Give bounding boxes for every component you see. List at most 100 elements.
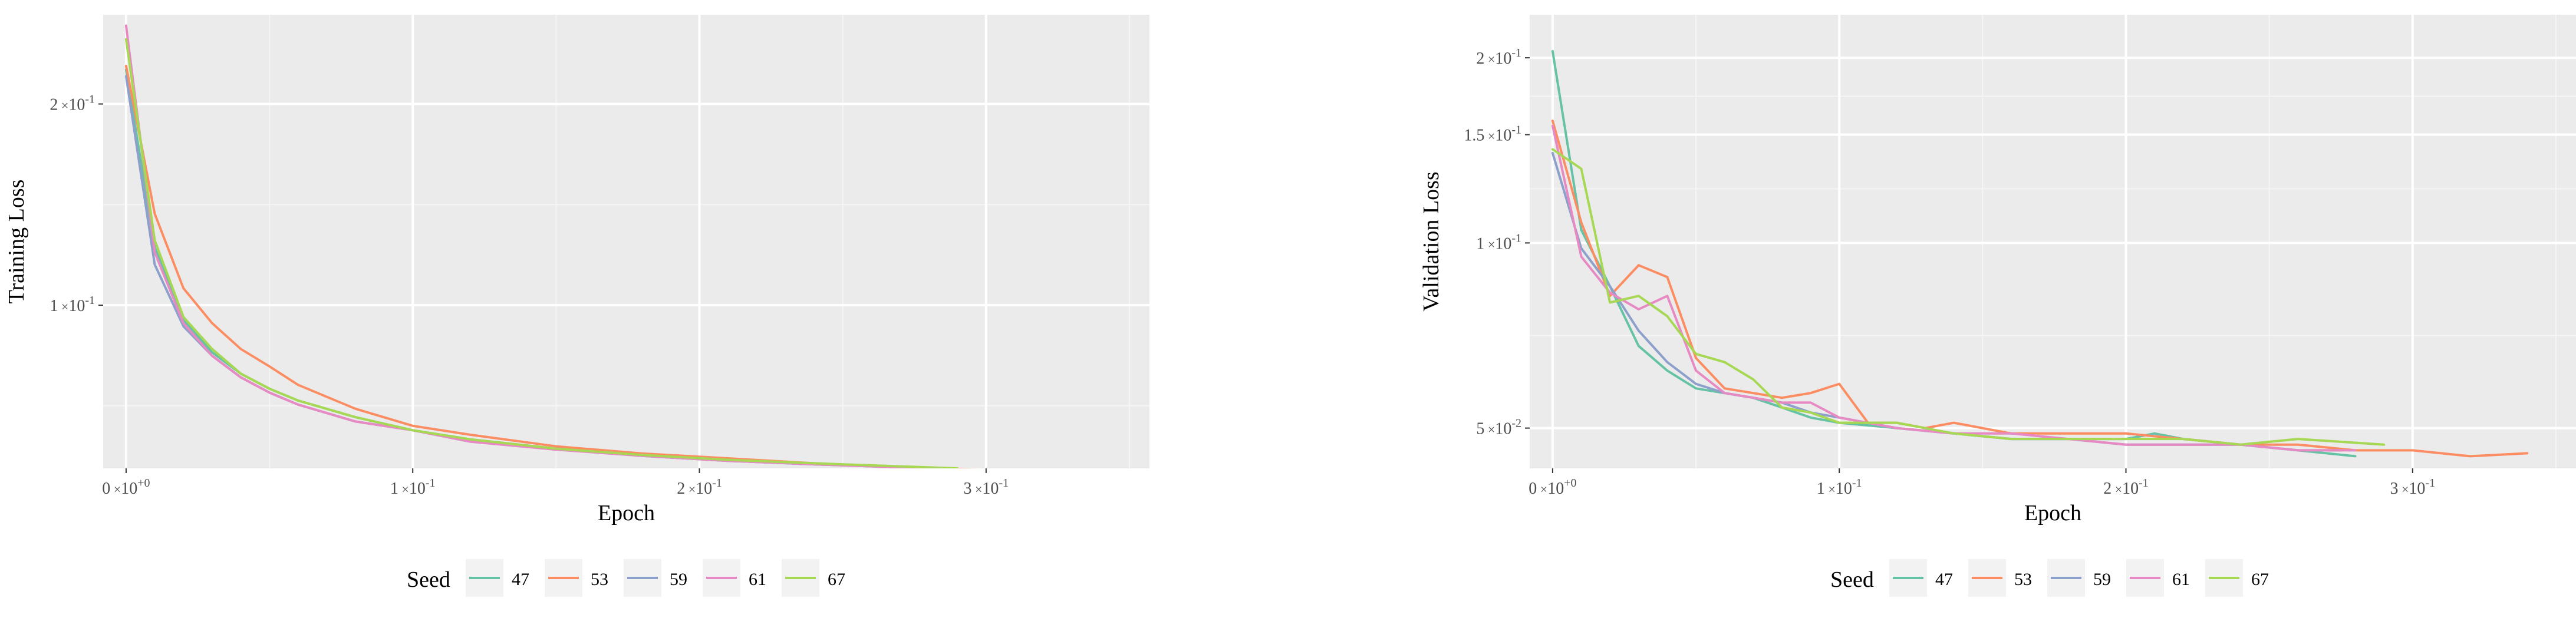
legend-item-seed-61: 61 [2126,559,2190,597]
legend-title: Seed [407,567,450,592]
y-tick-exponent: -1 [1511,232,1521,244]
x-tick-mantissa: 2 [2103,480,2111,498]
y-tick-times: × [58,98,68,113]
legend-item-seed-59: 59 [2047,559,2111,597]
legend-item-seed-67: 67 [2205,559,2269,597]
x-tick-exponent: -1 [2425,477,2435,490]
x-tick-base: 10 [2409,480,2425,498]
panel-background [103,15,1149,468]
x-tick-times: × [2399,482,2409,497]
x-tick-times: × [1537,482,1547,497]
x-tick-base: 10 [121,480,137,498]
x-tick-label: 0 ×10+0 [1529,477,1576,498]
x-tick-base: 10 [2122,480,2139,498]
y-tick-base: 10 [1495,49,1511,68]
y-tick-base: 10 [68,96,85,114]
series-group [1551,49,2529,458]
x-tick-mantissa: 1 [390,480,398,498]
x-tick-base: 10 [696,480,712,498]
x-axis-title: Epoch [598,501,655,526]
y-tick-mantissa: 2 [50,96,58,114]
y-tick-times: × [1484,129,1495,144]
y-tick-label: 1 ×10-1 [50,294,95,315]
x-axis-title: Epoch [2024,501,2081,526]
legend: Seed 47 53 59 61 67 [407,559,845,597]
x-tick-label: 2 ×10-1 [677,477,722,498]
x-tick-mantissa: 1 [1817,480,1825,498]
y-axis-title: Validation Loss [1419,171,1444,311]
legend-item-seed-53: 53 [545,559,608,597]
x-tick-exponent: +0 [137,477,150,490]
x-tick-mantissa: 3 [2390,480,2399,498]
legend-label: 67 [2251,570,2269,589]
x-tick-exponent: -1 [1852,477,1862,490]
validation-loss-chart: 0 ×10+0 1 ×10-1 2 ×10-1 3 ×10-15 ×10-21 ×10… [1419,15,2576,597]
x-tick-base: 10 [1836,480,1852,498]
x-tick-times: × [110,482,121,497]
y-tick-base: 10 [1495,127,1511,145]
y-axis-title: Training Loss [4,180,29,304]
x-tick-mantissa: 3 [964,480,972,498]
series-line-seed-67 [1551,148,2386,446]
legend-label: 47 [1935,570,1953,589]
y-tick-label: 1.5 ×10-1 [1464,124,1521,145]
y-tick-exponent: -1 [85,294,95,307]
legend-item-seed-53: 53 [1968,559,2032,597]
x-tick-label: 0 ×10+0 [102,477,150,498]
x-tick-label: 1 ×10-1 [1817,477,1862,498]
x-tick-exponent: -1 [2139,477,2149,490]
x-tick-times: × [972,482,983,497]
y-tick-label: 2 ×10-1 [50,93,95,114]
legend-label: 47 [512,570,529,589]
x-tick-times: × [398,482,409,497]
y-tick-base: 10 [1495,420,1511,438]
y-tick-label: 1 ×10-1 [1476,232,1521,253]
legend-label: 59 [2093,570,2111,589]
legend-label: 53 [2014,570,2032,589]
legend-item-seed-47: 47 [466,559,529,597]
series-group [124,24,978,468]
y-tick-mantissa: 1 [1476,234,1484,253]
legend-item-seed-47: 47 [1889,559,1953,597]
x-tick-exponent: -1 [712,477,722,490]
y-tick-times: × [58,299,68,314]
y-tick-base: 10 [1495,234,1511,253]
y-tick-times: × [1484,52,1495,67]
x-tick-exponent: -1 [999,477,1009,490]
legend-item-seed-61: 61 [703,559,766,597]
y-tick-times: × [1484,237,1495,252]
y-tick-exponent: -1 [1511,47,1521,60]
series-line-seed-61 [1551,124,2357,452]
x-tick-base: 10 [409,480,426,498]
y-tick-label: 5 ×10-2 [1476,417,1521,438]
x-tick-label: 2 ×10-1 [2103,477,2149,498]
legend-label: 67 [828,570,845,589]
y-tick-mantissa: 5 [1476,420,1484,438]
y-tick-base: 10 [68,297,85,315]
y-tick-exponent: -1 [1511,124,1521,137]
legend: Seed 47 53 59 61 67 [1830,559,2269,597]
legend-label: 61 [749,570,766,589]
y-tick-times: × [1484,422,1495,437]
x-tick-exponent: -1 [426,477,436,490]
training-loss-chart: 0 ×10+0 1 ×10-1 2 ×10-1 3 ×10-11 ×10-12 ×10… [4,15,1149,597]
series-line-seed-67 [124,38,959,468]
y-tick-mantissa: 2 [1476,49,1484,68]
x-tick-times: × [1825,482,1836,497]
legend-title: Seed [1830,567,1874,592]
x-tick-label: 1 ×10-1 [390,477,436,498]
x-tick-base: 10 [982,480,999,498]
x-tick-times: × [685,482,696,497]
x-tick-mantissa: 2 [677,480,685,498]
y-tick-mantissa: 1.5 [1464,127,1484,145]
x-tick-exponent: +0 [1564,477,1576,490]
y-tick-mantissa: 1 [50,297,58,315]
x-tick-mantissa: 0 [102,480,110,498]
x-tick-label: 3 ×10-1 [2390,477,2436,498]
x-tick-times: × [2111,482,2122,497]
panel-background [1530,15,2576,468]
y-tick-exponent: -2 [1511,417,1521,430]
x-tick-mantissa: 0 [1529,480,1537,498]
y-tick-label: 2 ×10-1 [1476,47,1521,68]
